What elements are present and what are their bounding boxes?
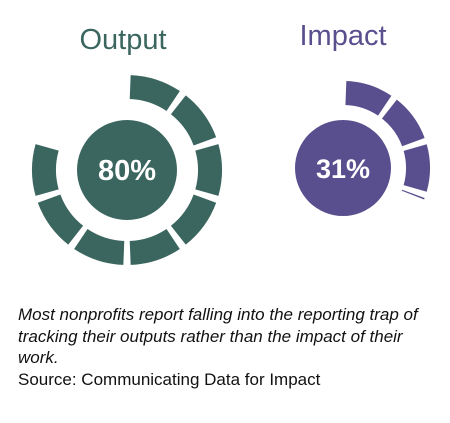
impact-donut-chart: Impact 31% xyxy=(295,20,430,216)
caption-text: Most nonprofits report falling into the … xyxy=(18,305,418,367)
impact-ring-segment xyxy=(381,99,425,147)
impact-value-label: 31% xyxy=(316,154,370,184)
output-center-disc xyxy=(77,120,177,220)
output-ring-segment xyxy=(37,194,84,245)
output-ring-segment xyxy=(74,229,125,265)
output-ring-segment xyxy=(129,75,180,111)
output-ring-segment xyxy=(170,194,217,245)
output-chart-title: Output xyxy=(79,24,166,56)
impact-chart-title: Impact xyxy=(299,20,386,52)
caption-source: Source: Communicating Data for Impact xyxy=(18,369,321,389)
impact-ring-segment xyxy=(401,189,425,200)
figure-caption: Most nonprofits report falling into the … xyxy=(18,304,438,390)
output-value-label: 80% xyxy=(98,155,156,187)
impact-center-disc xyxy=(295,120,391,216)
impact-ring-segment xyxy=(345,81,392,116)
impact-ring-segment xyxy=(403,144,430,192)
impact-ring-segments xyxy=(345,81,430,200)
output-ring-segments xyxy=(31,75,223,265)
output-ring-segment xyxy=(170,95,217,146)
output-ring-segment xyxy=(195,144,223,196)
donut-charts-figure: Output 80% Impact 31% xyxy=(31,20,430,265)
output-donut-chart: Output 80% xyxy=(31,24,223,265)
output-ring-segment xyxy=(31,144,59,196)
output-ring-segment xyxy=(129,229,180,265)
